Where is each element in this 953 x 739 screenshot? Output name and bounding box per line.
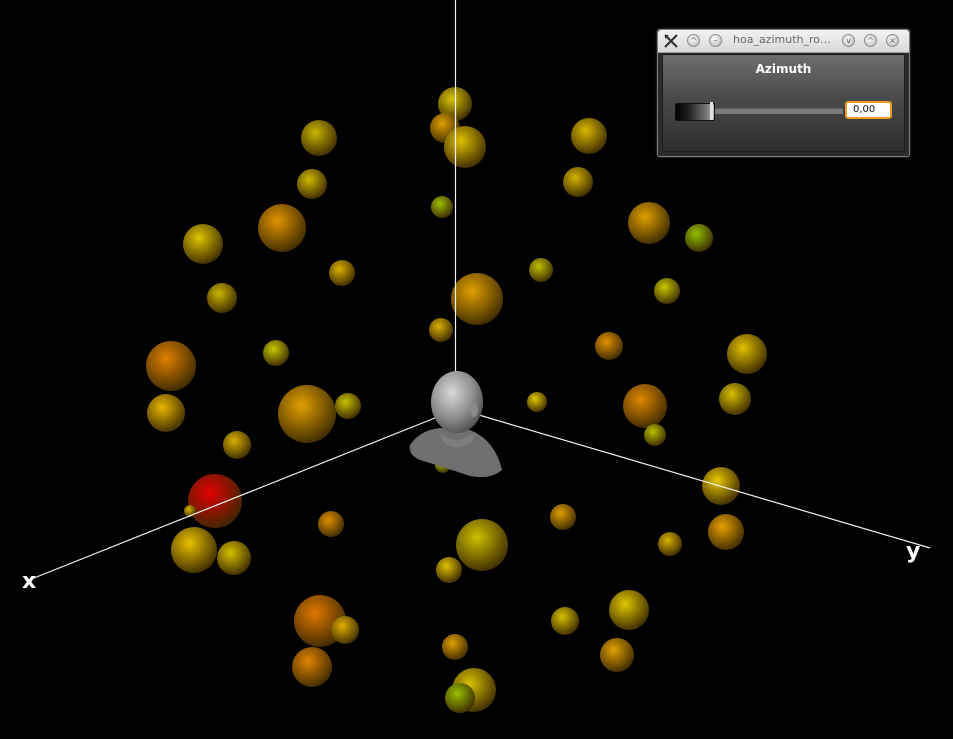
source-sphere[interactable] — [551, 607, 579, 635]
maximize-icon[interactable]: ^ — [864, 34, 877, 47]
source-sphere[interactable] — [444, 126, 486, 168]
source-sphere[interactable] — [442, 634, 468, 660]
source-sphere[interactable] — [658, 532, 682, 556]
azimuth-value-field[interactable]: 0,00 — [845, 101, 892, 119]
source-sphere[interactable] — [595, 332, 623, 360]
axes: x y — [22, 0, 931, 594]
source-sphere[interactable] — [297, 169, 327, 199]
source-sphere[interactable] — [571, 118, 607, 154]
source-sphere[interactable] — [719, 383, 751, 415]
azimuth-slider-track[interactable] — [677, 108, 843, 114]
sound-source-spheres[interactable] — [146, 87, 767, 713]
source-sphere[interactable] — [609, 590, 649, 630]
source-sphere[interactable] — [727, 334, 767, 374]
azimuth-slider-fill[interactable] — [675, 103, 715, 121]
source-sphere[interactable] — [456, 519, 508, 571]
source-sphere[interactable] — [431, 196, 453, 218]
source-sphere[interactable] — [318, 511, 344, 537]
y-axis — [461, 409, 931, 549]
close-icon[interactable]: × — [886, 34, 899, 47]
source-sphere[interactable] — [644, 424, 666, 446]
source-sphere[interactable] — [258, 204, 306, 252]
source-sphere[interactable] — [292, 647, 332, 687]
x-axis-label: x — [22, 569, 36, 594]
control-panel: Azimuth 0,00 — [662, 54, 905, 152]
source-sphere[interactable] — [331, 616, 359, 644]
source-sphere[interactable] — [207, 283, 237, 313]
source-sphere[interactable] — [708, 514, 744, 550]
source-sphere[interactable] — [183, 224, 223, 264]
source-sphere[interactable] — [529, 258, 553, 282]
keep-above-icon[interactable]: ^ — [687, 34, 700, 47]
source-sphere[interactable] — [429, 318, 453, 342]
source-sphere[interactable] — [263, 340, 289, 366]
source-sphere[interactable] — [436, 557, 462, 583]
window-titlebar[interactable]: ^ – hoa_azimuth_ro… v ^ × — [658, 30, 909, 53]
source-sphere[interactable] — [654, 278, 680, 304]
azimuth-slider-handle[interactable] — [710, 102, 713, 120]
source-sphere[interactable] — [147, 394, 185, 432]
y-axis-label: y — [906, 539, 920, 564]
shade-icon[interactable]: – — [709, 34, 722, 47]
listener-head-model — [409, 371, 502, 478]
source-sphere[interactable] — [301, 120, 337, 156]
source-sphere[interactable] — [171, 527, 217, 573]
source-sphere[interactable] — [550, 504, 576, 530]
x-axis — [33, 409, 456, 579]
source-sphere[interactable] — [600, 638, 634, 672]
slider-label: Azimuth — [755, 62, 812, 76]
window-title: hoa_azimuth_ro… — [733, 33, 831, 46]
source-sphere[interactable] — [563, 167, 593, 197]
source-sphere[interactable] — [623, 384, 667, 428]
source-sphere[interactable] — [217, 541, 251, 575]
source-sphere[interactable] — [445, 683, 475, 713]
source-sphere[interactable] — [278, 385, 336, 443]
source-sphere[interactable] — [628, 202, 670, 244]
app-icon[interactable] — [663, 33, 679, 49]
azimuth-dialog-window[interactable]: ^ – hoa_azimuth_ro… v ^ × Azimuth 0,00 — [657, 29, 910, 157]
source-sphere[interactable] — [527, 392, 547, 412]
selected-source-sphere[interactable] — [188, 474, 242, 528]
source-sphere[interactable] — [451, 273, 503, 325]
minimize-icon[interactable]: v — [842, 34, 855, 47]
source-sphere[interactable] — [146, 341, 196, 391]
source-sphere[interactable] — [685, 224, 713, 252]
source-sphere[interactable] — [223, 431, 251, 459]
source-sphere[interactable] — [335, 393, 361, 419]
source-sphere[interactable] — [329, 260, 355, 286]
